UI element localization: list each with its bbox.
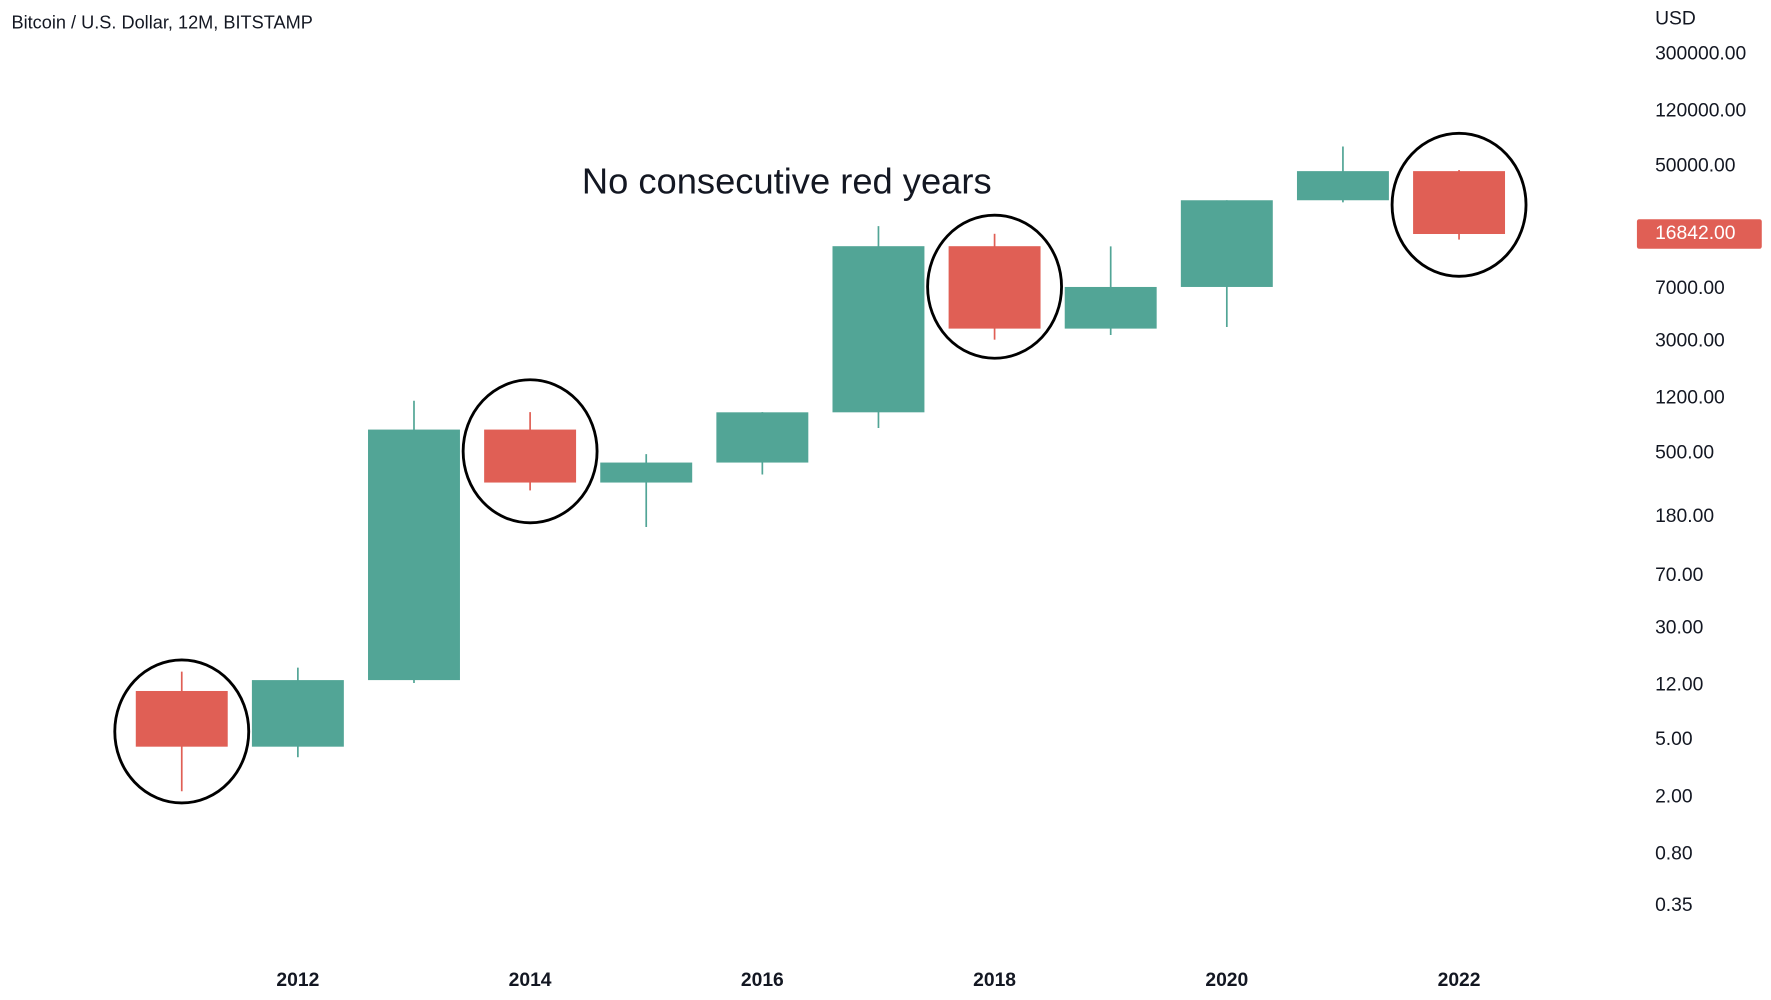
x-tick-label: 2012 (276, 970, 319, 991)
highlight-circle (1390, 131, 1528, 278)
y-tick-label: 2.00 (1655, 786, 1693, 807)
x-tick-label: 2022 (1438, 970, 1481, 991)
y-tick-label: 12.00 (1655, 675, 1703, 696)
y-tick-label: 120000.00 (1655, 101, 1746, 122)
annotation: No consecutive red years (582, 160, 992, 201)
y-tick-label: 70.00 (1655, 565, 1703, 586)
y-tick-label: 7000.00 (1655, 278, 1725, 299)
x-tick-label: 2016 (741, 970, 784, 991)
x-tick-label: 2018 (973, 970, 1016, 991)
y-tick-label: 0.80 (1655, 843, 1693, 864)
y-tick-label: 1200.00 (1655, 388, 1725, 409)
y-tick-label: 500.00 (1655, 442, 1714, 463)
price-tag-label: 16842.00 (1655, 223, 1735, 244)
y-tick-label: 5.00 (1655, 729, 1693, 750)
x-tick-label: 2014 (509, 970, 552, 991)
y-tick-label: 0.35 (1655, 895, 1693, 916)
y-tick-label: 30.00 (1655, 618, 1703, 639)
candle-body (135, 690, 228, 747)
candle-body (948, 246, 1041, 329)
price-tag (1636, 219, 1762, 249)
y-tick-label: 3000.00 (1655, 331, 1725, 352)
candle-body (368, 429, 460, 681)
highlight-circle (926, 213, 1063, 360)
highlight-circle (113, 658, 251, 805)
chart-title: Bitcoin / U.S. Dollar, 12M, BITSTAMP (11, 13, 312, 33)
y-tick-label: 300000.00 (1655, 44, 1746, 65)
y-tick-label: 50000.00 (1655, 155, 1735, 176)
x-tick-label: 2020 (1205, 970, 1248, 991)
candle-body (251, 680, 344, 747)
candle-body (600, 462, 693, 483)
candle-body (1180, 200, 1273, 287)
candle-body (1296, 171, 1389, 201)
candle-body (716, 412, 809, 463)
y-tick-label: 180.00 (1655, 506, 1714, 527)
candle-body (1413, 171, 1506, 235)
axis-unit: USD (1655, 8, 1696, 29)
candle-body (1064, 286, 1157, 329)
candle-body (832, 246, 925, 413)
highlight-circle (461, 378, 599, 525)
candle-body (484, 429, 577, 483)
